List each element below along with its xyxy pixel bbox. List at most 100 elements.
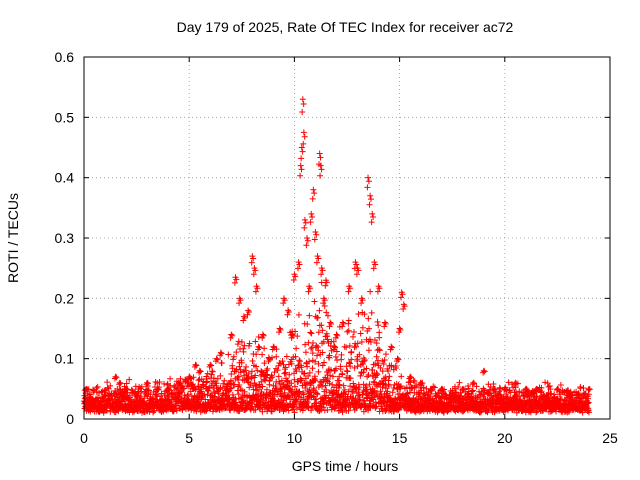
data-point (204, 378, 211, 385)
data-point (253, 363, 260, 370)
data-point (365, 372, 372, 379)
data-point (361, 311, 368, 318)
data-point (393, 364, 400, 371)
data-point (315, 360, 322, 367)
data-point (297, 162, 304, 169)
data-point (241, 397, 248, 404)
data-point (377, 388, 384, 395)
data-point (324, 376, 331, 382)
data-point (315, 347, 322, 354)
data-point (496, 388, 503, 395)
data-point (327, 366, 334, 373)
data-point (284, 379, 291, 386)
data-point (145, 387, 152, 394)
data-point (285, 407, 292, 414)
data-point (511, 381, 518, 388)
data-point (375, 346, 382, 353)
data-point (382, 351, 389, 358)
data-point (312, 358, 319, 365)
data-point (395, 406, 402, 413)
data-point (137, 385, 144, 392)
data-point (313, 231, 320, 238)
data-point (335, 377, 342, 384)
data-point (298, 166, 305, 173)
data-point (205, 387, 212, 394)
data-point (290, 276, 297, 283)
data-point (302, 219, 309, 226)
x-tick-label: 25 (602, 430, 618, 446)
data-point (385, 383, 392, 390)
data-point (86, 390, 93, 397)
data-point (344, 328, 351, 335)
data-point (359, 360, 366, 367)
data-point (347, 363, 354, 370)
data-point (318, 322, 325, 329)
data-point (249, 358, 256, 365)
data-point (104, 379, 111, 386)
data-point (304, 237, 311, 244)
data-point (346, 342, 353, 349)
data-point (299, 407, 306, 414)
data-point (297, 377, 304, 384)
x-tick-label: 15 (392, 430, 408, 446)
x-tick-label: 0 (80, 430, 88, 446)
data-point (345, 288, 352, 295)
data-point (178, 389, 185, 396)
data-point (301, 224, 308, 231)
data-point (359, 324, 366, 331)
data-point (266, 377, 273, 384)
chart-title: Day 179 of 2025, Rate Of TEC Index for r… (177, 19, 514, 35)
data-point (255, 334, 262, 341)
data-point (421, 391, 428, 398)
data-point (237, 386, 244, 393)
data-point (344, 368, 351, 375)
data-point (376, 347, 383, 354)
data-point (156, 378, 163, 385)
data-point (264, 365, 271, 372)
data-point (185, 391, 192, 398)
data-point (235, 338, 242, 345)
data-point (341, 386, 348, 393)
data-point (366, 325, 373, 332)
data-point (294, 265, 301, 272)
data-point (397, 382, 404, 389)
data-point (469, 388, 476, 395)
data-point (322, 395, 329, 402)
data-point (123, 380, 130, 387)
data-point (345, 327, 352, 334)
data-point (278, 386, 285, 393)
data-point (360, 369, 367, 376)
data-point (300, 101, 307, 108)
data-point (372, 361, 379, 368)
data-point (197, 368, 204, 375)
data-point (195, 377, 202, 384)
data-point (249, 403, 256, 410)
data-point (228, 384, 235, 391)
data-point (234, 341, 241, 348)
data-point (386, 373, 393, 380)
data-point (440, 409, 447, 416)
data-point (126, 376, 133, 383)
data-point (312, 228, 319, 235)
data-point (384, 388, 391, 395)
data-point (132, 383, 139, 390)
data-point (221, 377, 228, 384)
data-point (144, 379, 151, 386)
data-point (320, 338, 327, 345)
data-point (366, 336, 373, 343)
data-point (306, 312, 313, 319)
data-point (327, 319, 334, 326)
data-point (327, 342, 334, 349)
grid-lines (84, 57, 610, 419)
data-point (455, 384, 462, 391)
data-point (323, 309, 330, 316)
data-point (291, 376, 298, 383)
data-point (292, 353, 299, 360)
data-point (113, 374, 120, 381)
data-point (301, 216, 308, 223)
data-point (365, 347, 372, 354)
data-point (253, 383, 260, 390)
data-point (366, 404, 373, 411)
data-point (315, 329, 322, 336)
